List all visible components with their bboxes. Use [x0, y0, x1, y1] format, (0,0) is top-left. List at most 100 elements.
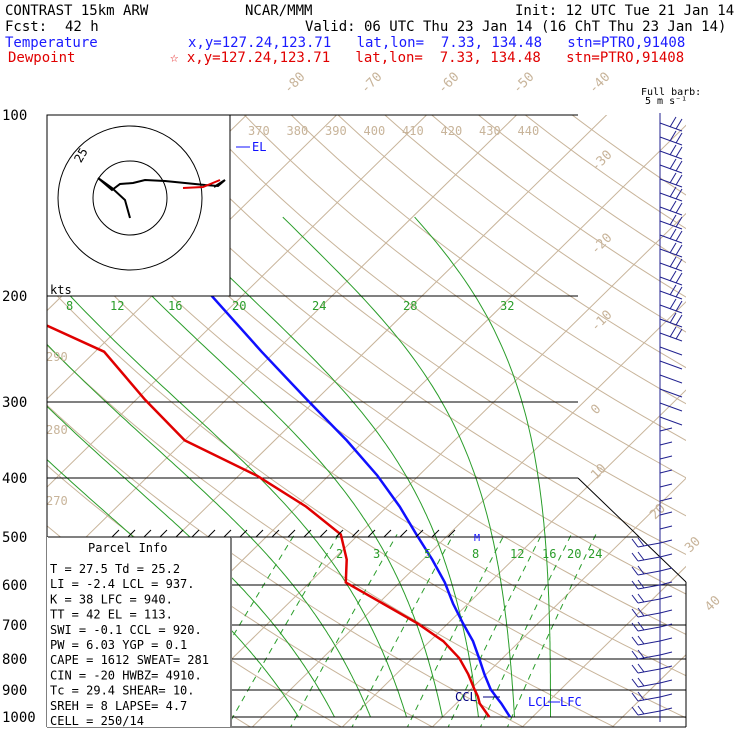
- init-time: Init: 12 UTC Tue 21 Jan 14: [515, 3, 735, 19]
- dry-adiabat-line: [47, 223, 686, 677]
- mixing-ratio-tick-label: 2: [336, 547, 343, 561]
- isotherm-line: [47, 115, 338, 400]
- wind-barb: [659, 469, 673, 474]
- isotherm-line: [47, 115, 518, 577]
- dry-adiabat-line: [56, 115, 686, 595]
- isotherm-line: [251, 301, 686, 727]
- isotherm-tick-label: -50: [510, 70, 537, 97]
- mixing-ratio-tick-label: 20: [567, 547, 581, 561]
- mixing-ratio-tick-label: 12: [110, 299, 124, 313]
- wind-barb: [631, 663, 673, 674]
- isobar-tick: [367, 529, 376, 538]
- isobar-tick: [223, 529, 232, 538]
- isobar-tick: [143, 529, 152, 538]
- parcel-info-row: K = 38 LFC = 940.: [50, 592, 173, 606]
- pressure-tick-label: 800: [2, 652, 27, 668]
- wind-barb: [631, 607, 673, 618]
- dry-adiabat-line: [430, 115, 686, 298]
- isobar-tick: [319, 529, 328, 538]
- parcel-info-row: PW = 6.03 YGP = 0.1: [50, 638, 187, 652]
- mixing-ratio-line: [479, 534, 572, 727]
- parcel-info-row: TT = 42 EL = 113.: [50, 608, 173, 622]
- center-label: NCAR/MMM: [245, 3, 313, 19]
- theta-tick-label: 280: [46, 423, 68, 437]
- isotherm-line: [431, 477, 686, 727]
- wind-barb: [631, 565, 673, 576]
- wind-barb: [631, 579, 673, 590]
- wind-barb: [659, 284, 683, 300]
- wind-barb: [659, 228, 683, 244]
- isotherm-tick-label: -20: [588, 231, 615, 258]
- lfc-marker: LFC: [560, 695, 582, 709]
- isotherm-tick-label: 40: [702, 593, 724, 615]
- isobar-tick: [207, 529, 216, 538]
- wind-barb-column: [631, 113, 683, 722]
- pressure-tick-label: 300: [2, 395, 27, 411]
- isotherm-tick-label: 10: [588, 461, 610, 483]
- isotherm-line: [521, 565, 686, 727]
- isobar-tick: [159, 529, 168, 538]
- forecast-hour: 42 h: [65, 19, 99, 35]
- wind-barb: [659, 172, 683, 188]
- isobar-tick: [239, 529, 248, 538]
- theta-tick-label: 390: [325, 124, 347, 138]
- mixing-ratio-tick-label: 12: [510, 547, 524, 561]
- isobar-tick: [447, 529, 456, 538]
- parcel-info-row: LI = -2.4 LCL = 937.: [50, 577, 195, 591]
- lcl-marker: LCL: [528, 695, 550, 709]
- hodograph-inset: 25 kts: [46, 114, 231, 297]
- isobar-tick: [175, 529, 184, 538]
- mixing-ratio-tick-label: 8: [472, 547, 479, 561]
- wind-barb: [659, 200, 683, 216]
- moist-adiabat-line: [282, 216, 515, 718]
- parcel-info-title: Parcel Info: [88, 541, 167, 555]
- wind-barb: [631, 593, 673, 604]
- parcel-info-row: Tc = 29.4 SHEAR= 10.: [50, 684, 195, 698]
- wind-barb: [659, 360, 683, 370]
- mixing-ratio-line: [406, 534, 505, 727]
- isobar-tick: [415, 529, 424, 538]
- wind-barb: [631, 677, 673, 688]
- theta-tick-label: 400: [364, 124, 386, 138]
- wind-barb: [659, 525, 673, 530]
- parcel-info-panel: Parcel Info T = 27.5 Td = 25.2LI = -2.4 …: [47, 536, 232, 728]
- wind-barb: [659, 402, 683, 412]
- wind-barb: [659, 497, 673, 502]
- mixing-ratio-tick-label: 32: [500, 299, 514, 313]
- parcel-info-row: CELL = 250/14: [50, 714, 144, 728]
- hodograph-inner-ring: [92, 160, 168, 236]
- mixing-ratio-tick-label: 24: [588, 547, 602, 561]
- hodograph-outer-ring: [57, 125, 203, 271]
- theta-tick-label: 420: [441, 124, 463, 138]
- wind-barb: [659, 298, 683, 314]
- wind-barb: [631, 705, 673, 716]
- temperature-location: x,y=127.24,123.71 lat,lon= 7.33, 134.48 …: [188, 35, 686, 51]
- isotherm-tick-label: -10: [588, 308, 615, 335]
- mixing-ratio-tick-label: 28: [403, 299, 417, 313]
- dry-adiabat-line: [337, 115, 686, 369]
- isobar-tick: [351, 529, 360, 538]
- isotherm-tick-label: -80: [281, 70, 308, 97]
- m-marker: M: [474, 533, 480, 544]
- el-marker: EL: [252, 140, 266, 154]
- wind-barb: [659, 483, 673, 488]
- ccl-marker: CCL: [455, 690, 477, 704]
- pressure-tick-label: 100: [2, 108, 27, 124]
- wind-barb: [631, 551, 673, 562]
- mixing-ratio-tick-label: 24: [312, 299, 326, 313]
- dry-adiabat-line: [47, 284, 686, 719]
- isobar-tick: [127, 529, 136, 538]
- isobar-tick: [431, 529, 440, 538]
- level-markers: EL M CCL LCL LFC: [236, 140, 582, 709]
- theta-tick-label: 430: [479, 124, 501, 138]
- mixing-ratio-line: [506, 534, 597, 727]
- isobar-tick: [191, 529, 200, 538]
- isotherm-line: [161, 212, 686, 727]
- isotherm-tick-label: 0: [588, 402, 604, 418]
- isobar-tick: [399, 529, 408, 538]
- parcel-info-row: SWI = -0.1 CCL = 920.: [50, 623, 202, 637]
- wind-barb: [659, 346, 683, 356]
- wind-barb: [659, 388, 683, 398]
- theta-tick-label: 440: [518, 124, 540, 138]
- pressure-tick-label: 600: [2, 578, 27, 594]
